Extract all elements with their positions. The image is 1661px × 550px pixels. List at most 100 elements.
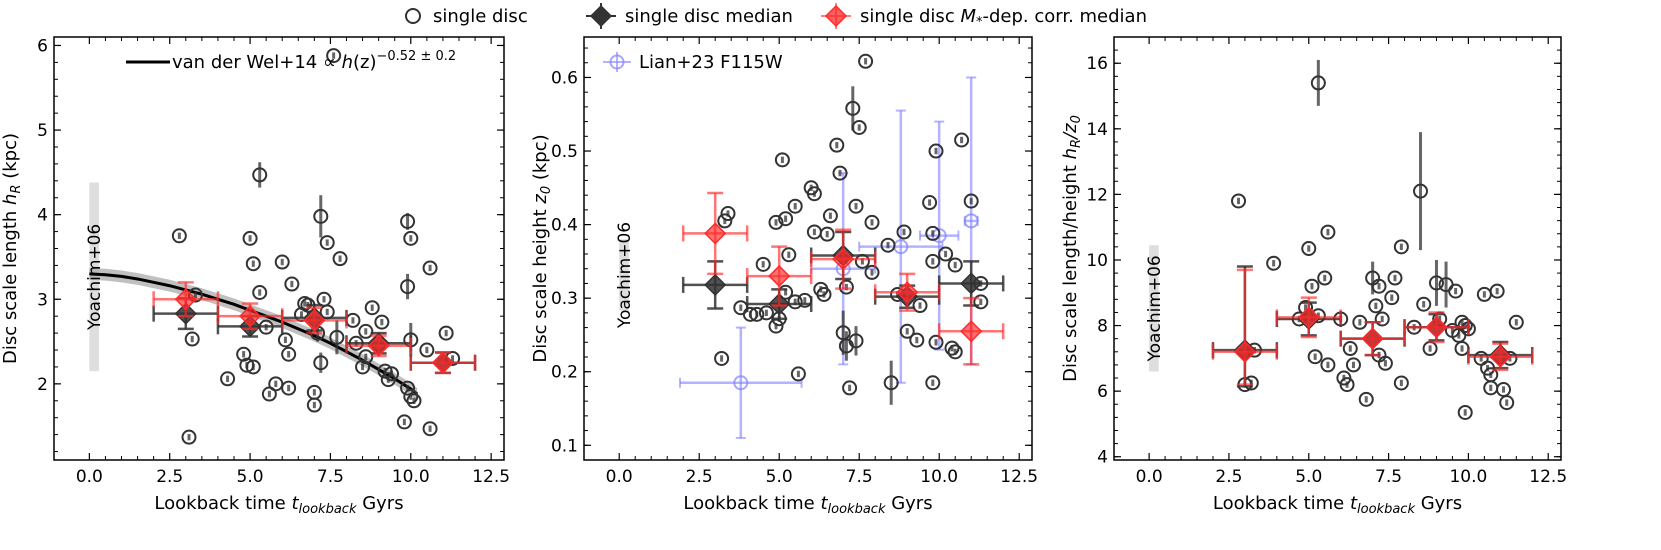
data-point bbox=[944, 340, 960, 356]
data-point bbox=[332, 251, 348, 267]
data-point bbox=[1342, 341, 1358, 357]
data-point bbox=[1266, 255, 1282, 271]
data-point bbox=[848, 333, 864, 349]
median-red-marker bbox=[431, 351, 454, 374]
data-point bbox=[880, 237, 896, 253]
y-tick-label: 10 bbox=[1086, 251, 1108, 271]
data-point bbox=[864, 214, 880, 230]
data-point bbox=[319, 235, 335, 251]
x-axis-label-sub: lookback bbox=[1357, 502, 1415, 517]
top-legend: single disc single disc median single di… bbox=[405, 3, 1147, 30]
data-point bbox=[281, 380, 297, 396]
data-point bbox=[1339, 377, 1355, 393]
y-axis-label: Disc scale height z0 (kpc) bbox=[530, 134, 554, 362]
data-point bbox=[973, 294, 989, 310]
data-point bbox=[822, 208, 838, 224]
fit-legend-label-sup: −0.52 ± 0.2 bbox=[376, 49, 456, 64]
x-tick-label: 10.0 bbox=[920, 467, 958, 487]
median-red-marker bbox=[239, 305, 262, 328]
data-point bbox=[329, 329, 345, 345]
data-point bbox=[749, 306, 765, 322]
data-point bbox=[355, 359, 371, 375]
legend-label-corr-median: single disc M*-dep. corr. median bbox=[860, 6, 1147, 30]
data-point bbox=[1307, 349, 1323, 365]
legend-label-single-disc: single disc bbox=[433, 6, 528, 27]
data-point bbox=[1377, 355, 1393, 371]
y-axis-label-sub: R bbox=[1069, 139, 1084, 148]
panel-scale-height: Yoachim+06 0.0 2.5 5.0 7.5 10.0 12.5 0.1 0.2 0.3 0… bbox=[530, 36, 1038, 517]
x-tick-label: 7.5 bbox=[846, 467, 873, 487]
data-point bbox=[406, 393, 422, 409]
y-tick-label: 4 bbox=[1097, 448, 1108, 468]
data-point bbox=[1374, 311, 1390, 327]
panel-scale-length: Yoachim+06 0.0 2.5 5.0 7.5 10.0 12.5 2 3 4 5 6 Lookb… bbox=[0, 36, 510, 517]
data-point bbox=[313, 208, 329, 224]
y-axis-label-math: h bbox=[1060, 148, 1081, 159]
median-red-marker bbox=[1233, 340, 1256, 363]
y-axis-label-tail: (kpc) bbox=[530, 134, 551, 186]
data-point bbox=[1345, 357, 1361, 373]
data-point bbox=[171, 228, 187, 244]
legend-item-single-disc: single disc bbox=[405, 6, 528, 27]
data-point bbox=[899, 323, 915, 339]
data-point bbox=[400, 380, 416, 396]
data-point bbox=[326, 48, 342, 64]
data-point bbox=[925, 225, 941, 241]
axes-frame bbox=[583, 36, 1033, 461]
data-point bbox=[838, 279, 854, 295]
data-point bbox=[848, 198, 864, 214]
data-point bbox=[1320, 224, 1336, 240]
data-point bbox=[819, 226, 835, 242]
data-point bbox=[1384, 290, 1400, 306]
data-point bbox=[1304, 278, 1320, 294]
fit-legend-label-main: van der Wel+14 bbox=[172, 52, 317, 73]
x-tick-label: 5.0 bbox=[1295, 467, 1322, 487]
y-tick-label: 14 bbox=[1086, 120, 1108, 140]
median-red-marker bbox=[174, 288, 197, 311]
x-axis-label-tail: Gyrs bbox=[885, 493, 932, 514]
data-point bbox=[912, 298, 928, 314]
x-tick-label: 5.0 bbox=[237, 467, 264, 487]
data-point bbox=[403, 389, 419, 405]
x-axis-label-sub: lookback bbox=[828, 502, 886, 517]
data-point bbox=[1428, 275, 1444, 291]
data-point bbox=[358, 323, 374, 339]
data-point bbox=[422, 421, 438, 437]
data-point bbox=[947, 344, 963, 360]
y-axis-label-main: Disc scale height bbox=[530, 204, 551, 363]
data-point bbox=[925, 253, 941, 269]
y-tick-label: 5 bbox=[37, 121, 48, 141]
data-point bbox=[1301, 241, 1317, 256]
data-point bbox=[787, 198, 803, 214]
data-point bbox=[403, 230, 419, 246]
legend-label-corr-sub: * bbox=[976, 15, 983, 30]
median-red-marker bbox=[1489, 345, 1512, 368]
data-point bbox=[842, 380, 858, 396]
data-point bbox=[422, 260, 438, 276]
data-point bbox=[419, 342, 435, 358]
median-black-marker bbox=[704, 273, 727, 296]
axes-frame bbox=[1113, 36, 1562, 461]
y-tick-label: 6 bbox=[1097, 382, 1108, 402]
lian-legend-marker bbox=[609, 54, 625, 70]
y-tick-label: 0.3 bbox=[551, 289, 578, 309]
data-point bbox=[1371, 278, 1387, 294]
median-red-marker bbox=[1425, 316, 1448, 339]
data-point bbox=[922, 195, 938, 211]
data-point bbox=[938, 246, 954, 262]
data-point bbox=[954, 132, 970, 148]
data-point bbox=[374, 314, 390, 330]
data-point bbox=[925, 375, 941, 391]
data-point bbox=[1358, 391, 1374, 407]
y-axis-label-tail: /z bbox=[1060, 123, 1081, 141]
data-point bbox=[1320, 357, 1336, 373]
x-axis-label-tail: Gyrs bbox=[356, 493, 403, 514]
data-point bbox=[438, 325, 454, 341]
yoachim-band bbox=[1149, 245, 1159, 372]
y-tick-label: 0.6 bbox=[551, 68, 578, 88]
data-point bbox=[851, 119, 867, 135]
x-axis-label: Lookback time tlookback Gyrs bbox=[1213, 493, 1462, 517]
data-point bbox=[1416, 296, 1432, 312]
y-tick-label: 16 bbox=[1086, 54, 1108, 74]
x-axis-label-math: t bbox=[1350, 493, 1358, 514]
